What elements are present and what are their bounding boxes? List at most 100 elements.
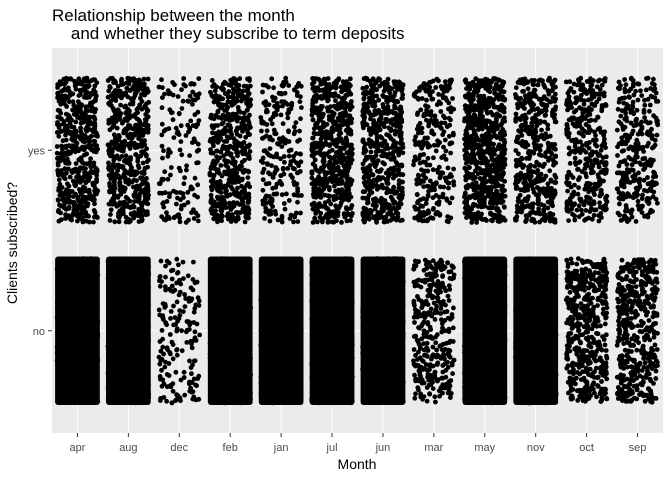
data-point [173, 125, 179, 131]
data-point [565, 206, 570, 212]
data-point [602, 141, 608, 147]
data-point [187, 153, 193, 159]
data-point [389, 212, 395, 218]
data-point [234, 200, 240, 206]
data-point [93, 166, 99, 171]
data-point [597, 200, 602, 206]
data-point [281, 171, 287, 177]
data-point [362, 219, 367, 225]
data-point [219, 173, 225, 179]
data-point [178, 197, 183, 203]
data-point [139, 181, 145, 187]
data-point [266, 212, 272, 217]
data-point [576, 148, 582, 154]
data-point [338, 84, 344, 90]
data-point [190, 140, 195, 146]
data-point [545, 205, 551, 211]
data-point [437, 211, 443, 217]
data-point [121, 211, 126, 217]
data-point [482, 80, 488, 86]
data-point [159, 132, 165, 138]
data-point [344, 79, 349, 85]
data-point [591, 169, 596, 175]
data-point [293, 120, 299, 125]
data-point [530, 135, 536, 140]
data-point [526, 110, 532, 115]
data-point [94, 214, 99, 220]
data-point [167, 194, 172, 200]
data-point [292, 124, 297, 130]
data-point [470, 150, 476, 155]
data-point [221, 200, 227, 206]
data-point [441, 153, 447, 159]
data-point [88, 164, 94, 170]
data-point [423, 88, 429, 94]
data-point [71, 207, 77, 213]
data-point [366, 167, 372, 173]
data-point [132, 132, 138, 138]
data-point [211, 216, 217, 222]
data-point [159, 190, 165, 196]
data-point [568, 149, 574, 155]
data-point [241, 115, 247, 121]
data-point [425, 155, 431, 161]
data-point [291, 158, 297, 163]
data-point [436, 78, 441, 84]
data-point [123, 110, 128, 116]
data-point [331, 219, 337, 225]
data-point [279, 91, 284, 97]
data-point [186, 99, 192, 104]
data-point [515, 105, 521, 111]
data-point [280, 121, 286, 127]
data-point [345, 126, 351, 132]
data-point [277, 178, 283, 184]
data-point [444, 218, 450, 224]
data-point [209, 187, 215, 193]
data-point [131, 177, 137, 183]
data-point [125, 170, 131, 176]
data-point [238, 109, 243, 115]
data-point [580, 82, 586, 88]
data-point [349, 116, 355, 122]
data-point [552, 98, 558, 104]
data-point [543, 173, 549, 179]
data-point [431, 155, 436, 161]
data-point [285, 115, 291, 121]
data-point [212, 211, 218, 217]
data-point [385, 187, 390, 193]
data-point [73, 119, 79, 125]
data-point [325, 76, 331, 81]
data-point [385, 154, 390, 160]
data-point [182, 175, 188, 181]
data-point [601, 77, 607, 83]
data-point [125, 126, 130, 132]
data-point [297, 99, 303, 105]
data-point [136, 219, 142, 225]
data-point [399, 88, 405, 94]
data-point [477, 95, 483, 101]
data-point [603, 160, 609, 166]
data-point [344, 206, 349, 212]
data-point [244, 215, 250, 220]
data-point [484, 131, 490, 137]
data-point [318, 210, 324, 216]
data-point [240, 176, 245, 182]
data-point [271, 85, 276, 91]
data-point [464, 144, 469, 150]
data-point [574, 207, 580, 213]
data-point [399, 217, 405, 223]
data-point [126, 108, 132, 114]
data-point [329, 147, 335, 153]
data-point [126, 216, 132, 222]
data-point [168, 172, 173, 178]
data-point [542, 161, 547, 167]
data-point [161, 148, 166, 154]
data-point [309, 171, 315, 177]
data-point [440, 191, 446, 197]
data-point [493, 147, 498, 153]
data-point [260, 201, 266, 207]
data-point [481, 160, 487, 166]
data-point [224, 134, 230, 140]
data-point [92, 89, 98, 95]
data-point [282, 159, 287, 165]
